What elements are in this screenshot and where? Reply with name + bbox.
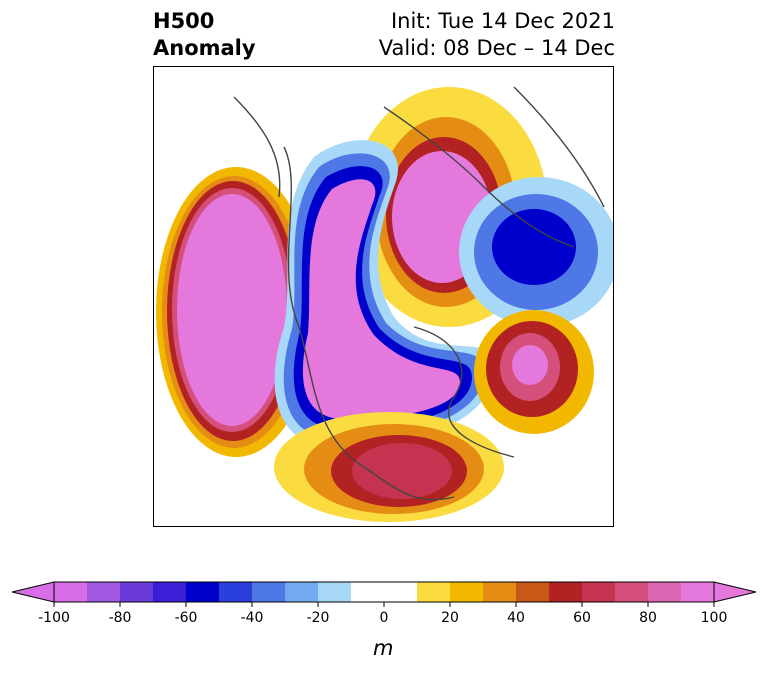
colorbar-tick-label: 20 bbox=[441, 610, 459, 626]
colorbar-segment bbox=[549, 582, 583, 602]
colorbar-tick-label: 0 bbox=[380, 610, 389, 626]
colorbar-segment bbox=[318, 582, 352, 602]
colorbar-segment bbox=[516, 582, 550, 602]
colorbar-segment bbox=[54, 582, 88, 602]
colorbar-segment bbox=[186, 582, 220, 602]
colorbar-segment bbox=[120, 582, 154, 602]
north-america-trough bbox=[274, 140, 494, 447]
title-right: Init: Tue 14 Dec 2021 Valid: 08 Dec – 14… bbox=[379, 8, 615, 62]
colorbar-canvas: -100 -80 -60 -40 -20 0 20 40 60 80 100 bbox=[11, 581, 757, 626]
colorbar-segment bbox=[450, 582, 484, 602]
colorbar-tick-label: -60 bbox=[175, 610, 198, 626]
title-field: Anomaly bbox=[153, 36, 256, 60]
init-time: Init: Tue 14 Dec 2021 bbox=[390, 9, 615, 33]
colorbar-segment bbox=[285, 582, 319, 602]
colorbar-extend-max bbox=[713, 581, 757, 603]
colorbar-tick-label: -80 bbox=[109, 610, 132, 626]
colorbar-segment bbox=[252, 582, 286, 602]
valid-period: Valid: 08 Dec – 14 Dec bbox=[378, 36, 615, 60]
colorbar-segment bbox=[219, 582, 253, 602]
colorbar-extend-min bbox=[11, 581, 55, 603]
colorbar-segment bbox=[483, 582, 517, 602]
colorbar-tick-label: -40 bbox=[241, 610, 264, 626]
scandinavia-trough bbox=[459, 177, 613, 327]
colorbar-segment bbox=[681, 582, 715, 602]
colorbar-segment bbox=[615, 582, 649, 602]
title-left: H500 Anomaly bbox=[153, 8, 256, 62]
colorbar-tick-label: 60 bbox=[573, 610, 591, 626]
colorbar-segment bbox=[384, 582, 418, 602]
colorbar-segment bbox=[351, 582, 385, 602]
coastlines bbox=[233, 86, 605, 501]
map-canvas bbox=[156, 86, 613, 522]
colorbar-tick-label: -100 bbox=[38, 610, 70, 626]
colorbar-tick-label: -20 bbox=[307, 610, 330, 626]
colorbar-segment bbox=[648, 582, 682, 602]
colorbar-segment bbox=[153, 582, 187, 602]
colorbar-tick-label: 40 bbox=[507, 610, 525, 626]
southeast-ridge bbox=[274, 412, 504, 522]
atlantic-ridge bbox=[474, 310, 594, 434]
colorbar-tick-label: 100 bbox=[701, 610, 728, 626]
colorbar-segment bbox=[582, 582, 616, 602]
colorbar-unit: m bbox=[373, 636, 394, 660]
title-variable: H500 bbox=[153, 9, 215, 33]
colorbar-segment bbox=[87, 582, 121, 602]
colorbar: -100 -80 -60 -40 -20 0 20 40 60 80 100 bbox=[10, 580, 758, 634]
pacific-ridge bbox=[156, 167, 316, 457]
colorbar-tick-label: 80 bbox=[639, 610, 657, 626]
anomaly-map bbox=[153, 66, 614, 527]
colorbar-segment bbox=[417, 582, 451, 602]
